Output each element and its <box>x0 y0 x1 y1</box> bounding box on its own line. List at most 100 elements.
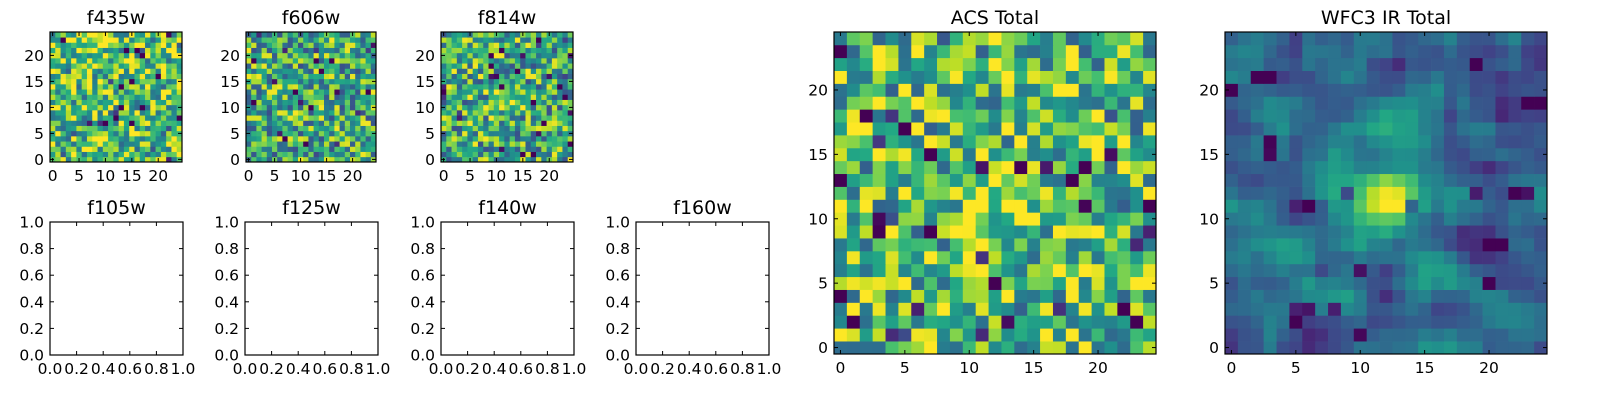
heatmap-cell <box>1052 186 1067 200</box>
heatmap-cell <box>65 73 72 80</box>
heatmap-cell <box>562 141 569 147</box>
subplot-3: 0.0 0.2 0.4 0.6 0.8 1.00.00.20.40.60.81.0f105… <box>19 197 195 378</box>
heatmap-cell <box>551 84 558 90</box>
heatmap-cell <box>1328 147 1342 162</box>
heatmap-cell <box>546 99 553 106</box>
heatmap-cell <box>462 63 468 69</box>
heatmap-cell <box>530 141 537 147</box>
heatmap-cell <box>493 94 500 100</box>
heatmap-cell <box>298 37 304 43</box>
heatmap-cell <box>834 109 848 123</box>
y-tick-label: 0 <box>230 151 240 169</box>
heatmap-cell <box>334 73 340 80</box>
heatmap-cell <box>488 42 495 48</box>
y-tick-label: 0.8 <box>214 240 239 258</box>
heatmap-cell <box>1052 83 1067 97</box>
heatmap-cell <box>536 42 542 48</box>
heatmap-cell <box>1276 173 1290 187</box>
subplot-title: f606w <box>282 7 341 29</box>
heatmap-cell <box>1302 199 1316 213</box>
heatmap-cell <box>256 110 262 116</box>
x-tick-label: 10 <box>291 167 311 185</box>
heatmap-cell <box>1289 160 1303 175</box>
heatmap-cell <box>365 110 372 116</box>
heatmap-cell <box>1117 263 1131 278</box>
heatmap-cell <box>1315 160 1329 175</box>
heatmap-cell <box>911 315 925 329</box>
heatmap-cell <box>102 146 109 152</box>
heatmap-cell <box>86 63 93 69</box>
heatmap-cell <box>1456 83 1471 97</box>
heatmap-cell <box>898 302 912 316</box>
heatmap-cell <box>339 94 346 100</box>
heatmap-cell <box>166 146 172 152</box>
heatmap-cell <box>256 47 262 54</box>
heatmap-cell <box>344 89 351 95</box>
heatmap-cell <box>71 89 77 95</box>
heatmap-cell <box>446 151 452 158</box>
heatmap-cell <box>1001 263 1015 278</box>
axes-frame <box>833 31 1157 355</box>
heatmap-cell <box>1065 44 1080 59</box>
heatmap-cell <box>1104 57 1118 71</box>
heatmap-cell <box>360 104 366 111</box>
heatmap-cell <box>962 276 977 290</box>
heatmap-cell <box>530 32 537 38</box>
heatmap-cell <box>303 146 309 152</box>
heatmap-cell <box>462 141 468 147</box>
heatmap-cell <box>1418 238 1432 252</box>
heatmap-cell <box>166 115 172 121</box>
heatmap-cell <box>1237 160 1252 175</box>
heatmap-cell <box>1315 263 1329 278</box>
heatmap-cell <box>360 151 366 158</box>
heatmap-cell <box>298 136 304 142</box>
heatmap-cell <box>525 99 532 106</box>
heatmap-cell <box>65 99 72 106</box>
heatmap-cell <box>530 42 537 48</box>
heatmap-cell <box>1289 122 1303 136</box>
heatmap-cell <box>525 89 532 95</box>
heatmap-cell <box>924 83 938 97</box>
heatmap-cell <box>160 52 167 59</box>
heatmap-cell <box>885 160 899 175</box>
heatmap-cell <box>1418 250 1432 265</box>
heatmap-cell <box>1091 32 1105 46</box>
heatmap-cell <box>176 89 183 95</box>
heatmap-cell <box>1289 276 1303 290</box>
heatmap-cell <box>313 94 320 100</box>
heatmap-cell <box>536 141 542 147</box>
heatmap-cell <box>467 37 474 43</box>
heatmap-cell <box>1340 289 1355 303</box>
heatmap-cell <box>129 146 135 152</box>
y-tick-label: 0 <box>34 151 44 169</box>
heatmap-cell <box>1353 341 1368 355</box>
heatmap-cell <box>1130 328 1144 342</box>
heatmap-cell <box>472 151 479 158</box>
heatmap-cell <box>272 68 278 74</box>
heatmap-cell <box>456 115 463 121</box>
heatmap-cell <box>1237 70 1252 84</box>
x-tick-label: 0.2 <box>650 360 675 378</box>
heatmap-cell <box>488 99 495 106</box>
heatmap-cell <box>50 94 56 100</box>
heatmap-cell <box>1117 186 1131 200</box>
heatmap-cell <box>113 89 119 95</box>
heatmap-cell <box>1340 147 1355 162</box>
heatmap-cell <box>71 52 77 59</box>
heatmap-cell <box>1508 238 1522 252</box>
heatmap-cell <box>1508 328 1522 342</box>
heatmap-cell <box>266 151 273 158</box>
heatmap-cell <box>1263 276 1277 290</box>
heatmap-cell <box>370 120 377 126</box>
heatmap-cell <box>546 63 553 69</box>
heatmap-cell <box>988 341 1002 355</box>
heatmap-cell <box>1130 289 1144 303</box>
heatmap-cell <box>1495 109 1509 123</box>
heatmap-cell <box>329 130 335 137</box>
heatmap-cell <box>1130 238 1144 252</box>
heatmap-cell <box>113 68 119 74</box>
heatmap-cell <box>949 341 964 355</box>
heatmap-cell <box>872 57 886 71</box>
heatmap-cell <box>1482 238 1496 252</box>
heatmap-cell <box>292 89 299 95</box>
